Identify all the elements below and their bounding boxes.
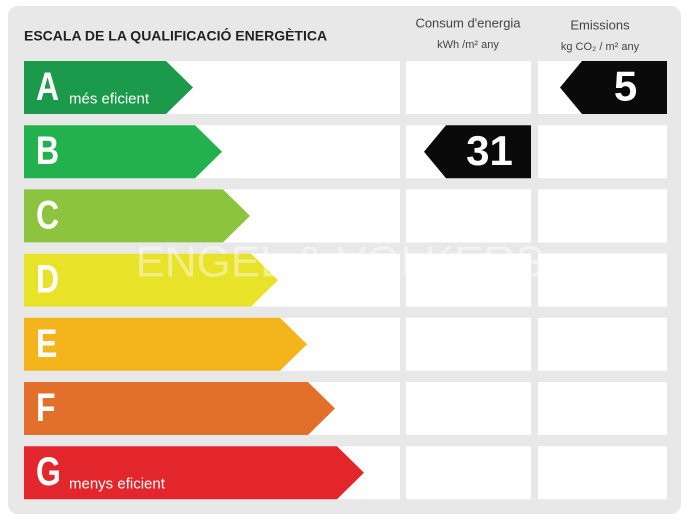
consumption-unit: kWh /m² any xyxy=(437,39,499,51)
class-arrow xyxy=(24,61,193,114)
emissions-value: 5 xyxy=(614,63,637,110)
emissions-cell xyxy=(538,253,667,307)
class-arrow xyxy=(24,382,335,435)
emissions-cell xyxy=(538,446,667,500)
consumption-cell xyxy=(406,189,531,243)
title: ESCALA DE LA QUALIFICACIÓ ENERGÈTICA xyxy=(24,27,327,44)
class-label: menys eficient xyxy=(69,476,166,493)
consumption-cell xyxy=(406,382,531,435)
watermark: ENGEL & VÖLKERS xyxy=(135,238,544,287)
class-arrow xyxy=(24,125,222,179)
class-letter: B xyxy=(36,128,59,173)
emissions-title: Emissions xyxy=(570,17,630,32)
class-letter: A xyxy=(36,64,59,109)
class-arrow xyxy=(24,317,307,371)
emissions-indicator xyxy=(560,61,667,114)
emissions-cell xyxy=(538,189,667,243)
consumption-cell xyxy=(406,253,531,307)
consumption-cell xyxy=(406,446,531,500)
consumption-indicator xyxy=(424,125,531,179)
emissions-unit: kg CO₂ / m² any xyxy=(561,41,640,53)
class-letter: D xyxy=(36,256,59,301)
emissions-cell xyxy=(538,317,667,371)
emissions-cell xyxy=(538,125,667,179)
emissions-cell xyxy=(538,382,667,435)
consumption-cell xyxy=(406,61,531,114)
consumption-cell xyxy=(406,317,531,371)
class-label: més eficient xyxy=(69,90,150,107)
class-letter: E xyxy=(36,320,57,365)
class-letter: C xyxy=(36,192,59,237)
class-arrow xyxy=(24,253,278,307)
class-letter: F xyxy=(36,385,56,430)
consumption-value: 31 xyxy=(466,127,513,174)
class-arrow xyxy=(24,189,250,243)
class-letter: G xyxy=(36,449,61,494)
class-arrow xyxy=(24,446,364,500)
consumption-title: Consum d'energia xyxy=(415,15,521,30)
